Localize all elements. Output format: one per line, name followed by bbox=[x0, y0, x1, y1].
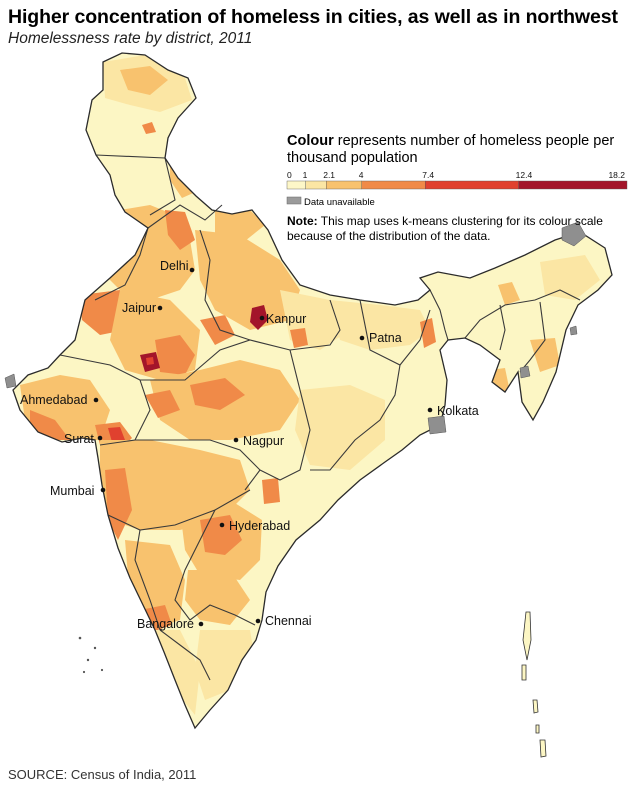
city-label: Kolkata bbox=[437, 404, 479, 418]
legend-segment bbox=[518, 180, 628, 190]
city-label: Bangalore bbox=[137, 617, 194, 631]
city-label: Jaipur bbox=[122, 301, 156, 315]
city-dot bbox=[219, 522, 225, 528]
data-unavailable-areas bbox=[4, 221, 587, 435]
city-label: Kanpur bbox=[266, 312, 306, 326]
city-label: Chennai bbox=[265, 614, 312, 628]
city-dot bbox=[359, 335, 365, 341]
city-label: Hyderabad bbox=[229, 519, 290, 533]
state-borders bbox=[59, 154, 581, 681]
legend-tick-label: 12.4 bbox=[516, 170, 533, 180]
city-dot bbox=[233, 437, 239, 443]
legend-segment bbox=[286, 180, 306, 190]
legend-na-label: Data unavailable bbox=[304, 197, 375, 208]
city-markers: Delhi Jaipur Kanpur Patna Ahmedabad Kolkata Su… bbox=[20, 259, 479, 631]
city-dot bbox=[100, 487, 106, 493]
map-note: Note: This map uses k-means clustering f… bbox=[287, 214, 603, 243]
legend-title: Colour represents number of homeless peo… bbox=[287, 133, 615, 166]
city-dot bbox=[97, 435, 103, 441]
city-dot bbox=[259, 315, 265, 321]
legend-tick-label: 18.2 bbox=[608, 170, 625, 180]
legend-color-bar: 0 1 2.1 4 7.4 12.4 18.2 bbox=[286, 170, 628, 190]
city-label: Nagpur bbox=[243, 434, 284, 448]
city-dot bbox=[255, 618, 261, 624]
india-border bbox=[12, 52, 613, 730]
map-title: Higher concentration of homeless in citi… bbox=[8, 6, 618, 28]
source-credit: SOURCE: Census of India, 2011 bbox=[8, 767, 197, 782]
city-label: Surat bbox=[64, 432, 94, 446]
city-dot bbox=[157, 305, 163, 311]
legend-segment bbox=[326, 180, 362, 190]
legend-segment bbox=[305, 180, 327, 190]
city-dot bbox=[93, 397, 99, 403]
lakshadweep-islands bbox=[78, 636, 104, 674]
legend-tick-label: 2.1 bbox=[323, 170, 335, 180]
city-dot bbox=[427, 407, 433, 413]
legend-tick-label: 1 bbox=[303, 170, 308, 180]
city-label: Delhi bbox=[160, 259, 189, 273]
city-label: Mumbai bbox=[50, 484, 94, 498]
legend-tick-label: 0 bbox=[287, 170, 292, 180]
legend-tick-label: 7.4 bbox=[422, 170, 434, 180]
map-subtitle: Homelessness rate by district, 2011 bbox=[8, 30, 253, 47]
legend-segment bbox=[361, 180, 426, 190]
legend-na-swatch bbox=[286, 196, 302, 205]
city-dot bbox=[198, 621, 204, 627]
city-dot bbox=[189, 267, 195, 273]
legend-segment bbox=[425, 180, 519, 190]
city-label: Patna bbox=[369, 331, 402, 345]
city-label: Ahmedabad bbox=[20, 393, 87, 407]
andaman-nicobar-islands bbox=[521, 611, 547, 758]
legend-tick-label: 4 bbox=[359, 170, 364, 180]
